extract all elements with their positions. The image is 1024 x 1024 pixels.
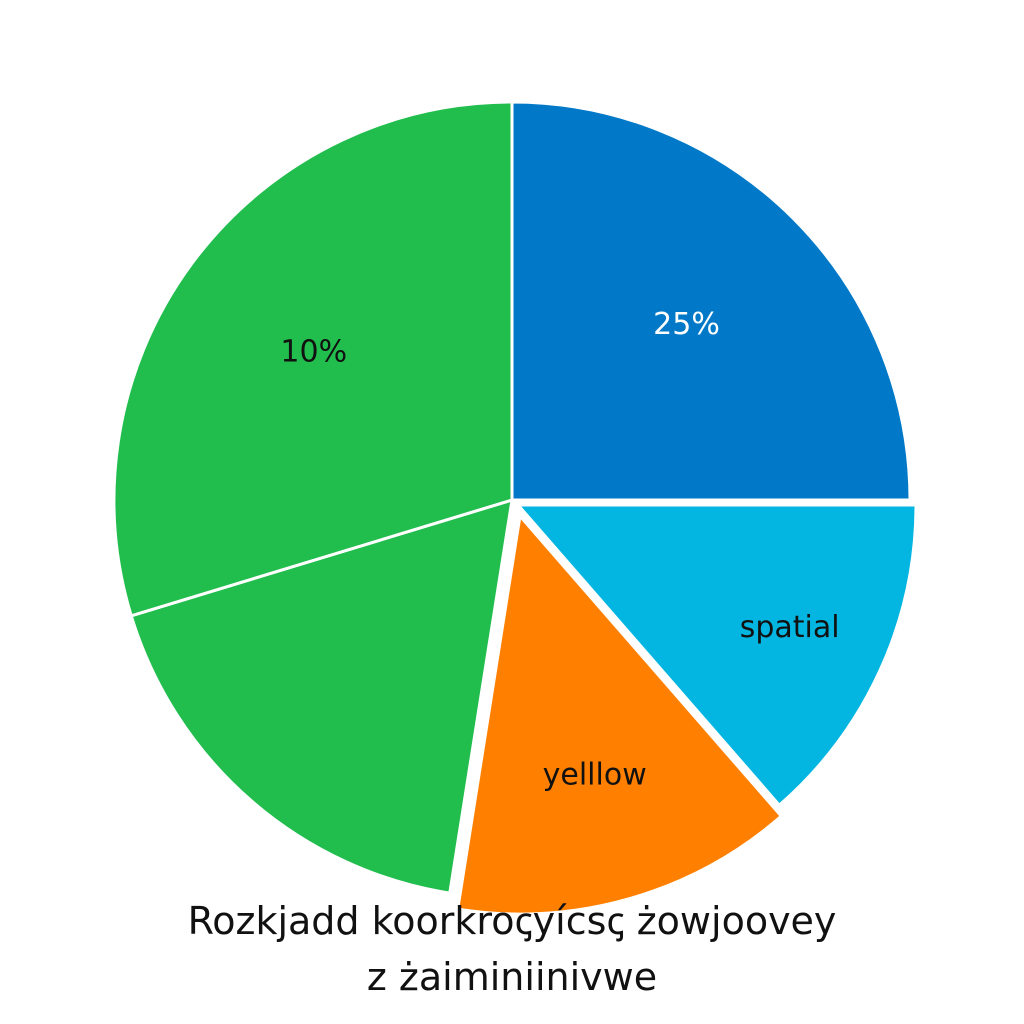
- pie-slice-4: [112, 100, 514, 618]
- pie-slice-label-4: 10%: [280, 335, 347, 370]
- pie-slice-label-1: spatial: [740, 610, 840, 645]
- pie-slice-1: [516, 503, 918, 807]
- chart-title-line-2: z żaiminiinivwe: [366, 955, 658, 999]
- pie-slice-0: [510, 100, 912, 502]
- pie-slice-2: [456, 514, 783, 916]
- pie-slice-label-2: yelllow: [543, 758, 647, 793]
- pie-slice-3: [129, 498, 514, 895]
- pie-slices: [112, 100, 918, 916]
- pie-slice-label-0: 25%: [653, 307, 720, 342]
- pie-labels: 25% spatial yelllow 10%: [280, 307, 839, 793]
- chart-title-line-1: Rozkjadd koorkroꞔyícsꞔ żowjoovey: [187, 899, 837, 943]
